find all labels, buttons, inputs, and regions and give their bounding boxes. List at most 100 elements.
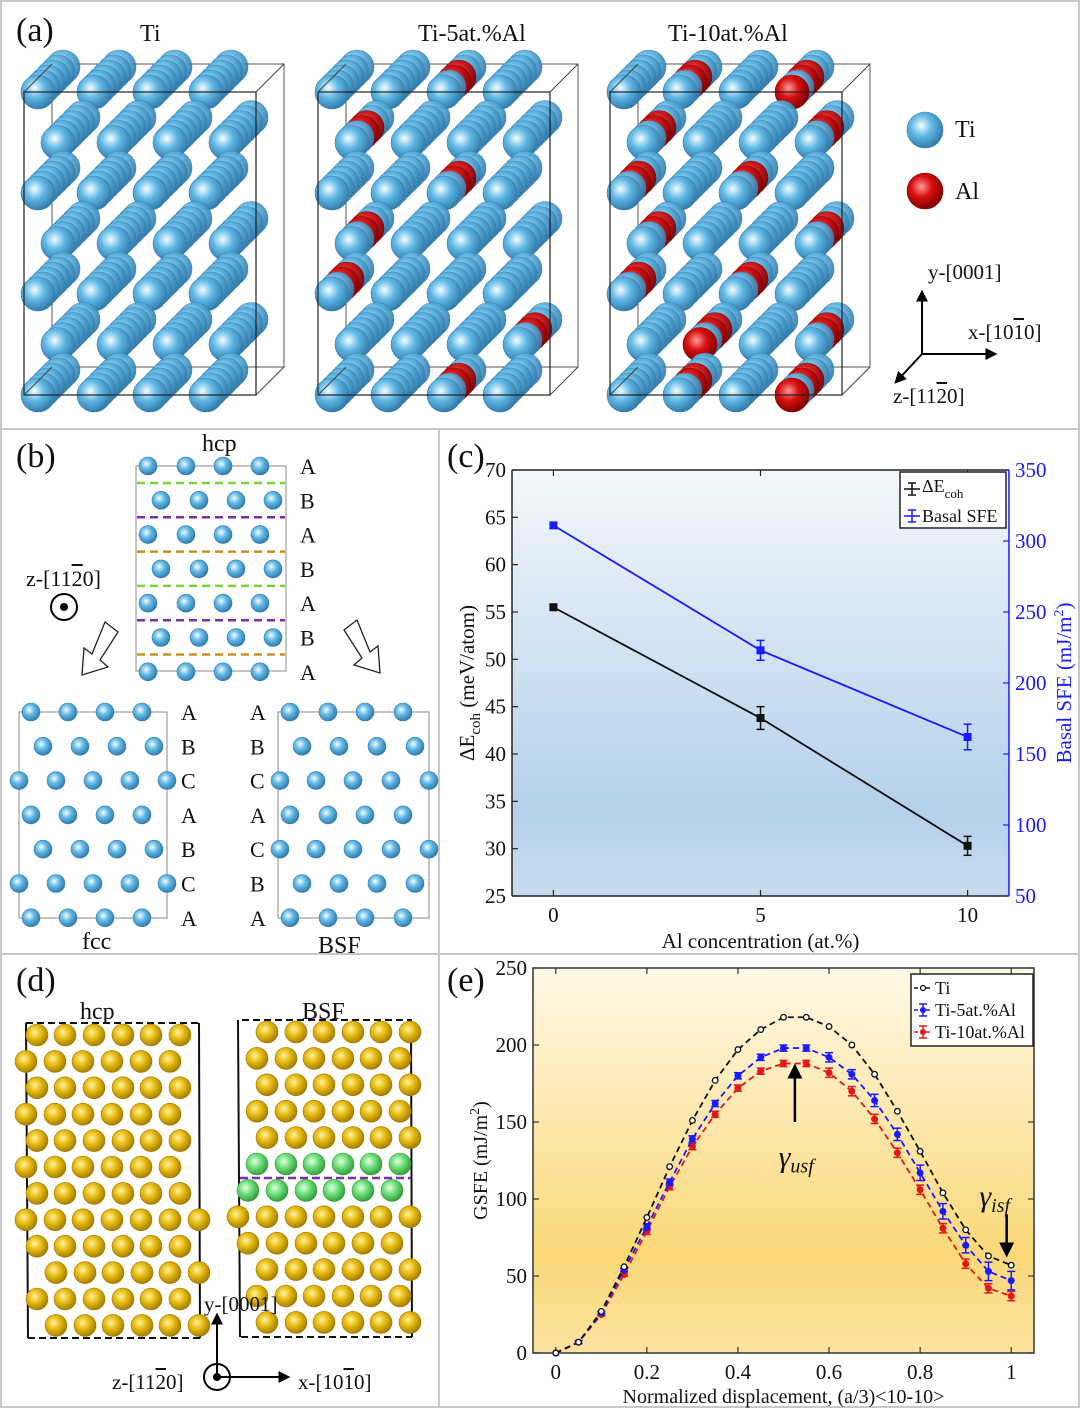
y-tick-label: 50 bbox=[506, 1264, 527, 1288]
atom bbox=[130, 1314, 154, 1337]
data-point bbox=[985, 1252, 992, 1260]
ti-atom bbox=[292, 874, 312, 893]
panel-e-label: (e) bbox=[447, 962, 485, 999]
data-point bbox=[984, 1267, 992, 1275]
fault-atom bbox=[380, 1179, 404, 1202]
atom bbox=[168, 1076, 192, 1100]
atom bbox=[71, 1050, 95, 1073]
y-tick-label: 65 bbox=[485, 505, 506, 529]
ti-atom bbox=[318, 908, 338, 928]
atom bbox=[111, 1129, 135, 1152]
atom bbox=[398, 1020, 422, 1044]
data-point bbox=[848, 1041, 856, 1049]
legend-al-sphere bbox=[906, 172, 944, 210]
atom bbox=[130, 1261, 154, 1284]
data-point bbox=[688, 1143, 696, 1151]
bsf-stack-label: B bbox=[250, 872, 265, 897]
y2-tick-label: 350 bbox=[1015, 458, 1047, 482]
bsf-stack-label: A bbox=[250, 803, 266, 828]
ti-atom bbox=[314, 175, 350, 211]
ti-atom bbox=[263, 490, 283, 510]
ti-atom bbox=[58, 805, 78, 825]
atom bbox=[369, 1020, 393, 1044]
ti-atom bbox=[138, 456, 158, 476]
atom bbox=[100, 1102, 124, 1126]
atom bbox=[284, 1126, 308, 1149]
fault-atom bbox=[359, 1152, 383, 1176]
data-point bbox=[893, 1130, 901, 1138]
x-tick-label: 0.2 bbox=[634, 1360, 660, 1384]
cell-edge bbox=[841, 366, 871, 396]
atom bbox=[284, 1020, 308, 1044]
data-point bbox=[711, 1110, 719, 1118]
ti-atom bbox=[419, 771, 439, 790]
atom bbox=[312, 1020, 336, 1044]
ti-atom bbox=[70, 839, 90, 859]
atom bbox=[158, 1208, 182, 1232]
panel-a-title-ti10al: Ti-10at.%Al bbox=[668, 21, 788, 47]
hcp-cell bbox=[135, 465, 287, 672]
divider-a-bottom bbox=[0, 428, 1080, 430]
fault-atom bbox=[265, 1179, 289, 1202]
ti-atom bbox=[314, 276, 350, 312]
cell-edge bbox=[317, 63, 347, 93]
x-tick-label: 0.6 bbox=[816, 1360, 842, 1384]
ti-atom bbox=[189, 628, 209, 647]
atom bbox=[129, 1155, 153, 1179]
bsf-stack-label: B bbox=[250, 734, 265, 759]
ti-atom bbox=[132, 805, 152, 825]
hcp-stack-label: A bbox=[300, 523, 316, 548]
atom bbox=[265, 1231, 289, 1255]
data-point bbox=[643, 1214, 651, 1221]
data-point bbox=[1007, 1292, 1015, 1300]
legend-marker-2 bbox=[920, 1029, 926, 1035]
hcp-stack-label: B bbox=[300, 557, 315, 582]
data-point bbox=[575, 1338, 582, 1346]
legend-label-2: Ti-10at.%Al bbox=[935, 1022, 1025, 1042]
ti-atom bbox=[20, 276, 56, 312]
ti-atom bbox=[189, 490, 209, 510]
atom bbox=[388, 1284, 412, 1308]
atom bbox=[380, 1231, 404, 1255]
hcp-stack-label: A bbox=[300, 454, 316, 479]
y-tick-label: 60 bbox=[485, 553, 506, 577]
atom bbox=[53, 1076, 77, 1100]
axis-y-label-d: y-[0001] bbox=[204, 1292, 278, 1316]
atom bbox=[44, 1261, 68, 1284]
y-tick-label: 55 bbox=[485, 600, 506, 624]
atom bbox=[158, 1050, 182, 1073]
y-tick-label: 50 bbox=[485, 647, 506, 671]
data-point bbox=[643, 1223, 651, 1231]
atom bbox=[100, 1050, 124, 1073]
data-point bbox=[757, 1026, 765, 1034]
data-point bbox=[848, 1070, 856, 1078]
data-point bbox=[756, 714, 765, 723]
data-point bbox=[734, 1072, 742, 1080]
arrow-to-bsf-icon bbox=[343, 618, 381, 674]
atom bbox=[71, 1208, 95, 1232]
y-tick-label: 0 bbox=[517, 1341, 528, 1365]
y2-tick-label: 300 bbox=[1015, 529, 1047, 553]
atom bbox=[139, 1234, 163, 1258]
atom bbox=[158, 1102, 182, 1126]
data-point bbox=[666, 1163, 674, 1171]
y2-axis-title: Basal SFE (mJ/m2) bbox=[1052, 602, 1076, 763]
data-point bbox=[963, 841, 972, 850]
data-point bbox=[734, 1046, 742, 1054]
axis-z-label-d: z-[1120] bbox=[112, 1370, 184, 1394]
atom bbox=[158, 1155, 182, 1179]
atom bbox=[44, 1314, 68, 1337]
atom bbox=[312, 1073, 336, 1097]
x-tick-label: 5 bbox=[755, 903, 766, 927]
ti-atom bbox=[213, 525, 233, 544]
fault-atom bbox=[302, 1152, 326, 1176]
x-tick-label: 0.4 bbox=[725, 1360, 752, 1384]
cell-edge bbox=[841, 63, 871, 93]
ti-atom bbox=[306, 771, 326, 790]
fcc-stack-label: C bbox=[181, 769, 196, 794]
atom bbox=[100, 1155, 124, 1179]
atom bbox=[341, 1020, 365, 1044]
panel-b-hcp-title: hcp bbox=[202, 431, 237, 457]
ti-atom bbox=[21, 908, 41, 928]
atom bbox=[322, 1231, 346, 1255]
